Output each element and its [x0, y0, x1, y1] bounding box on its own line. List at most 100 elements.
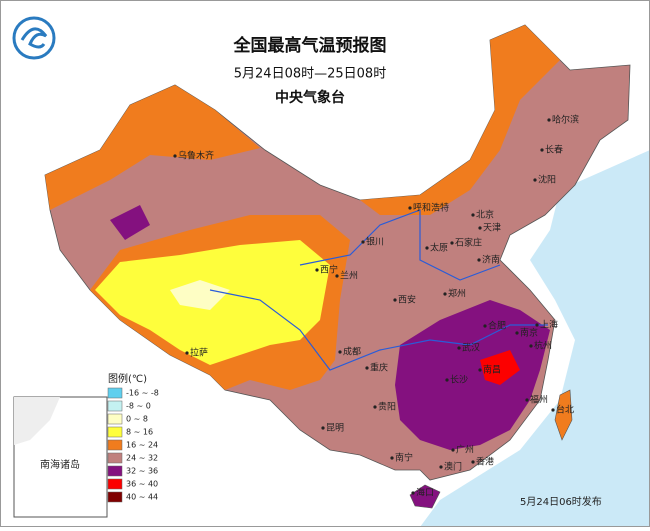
city-label: 南京: [520, 327, 538, 339]
city-dot: [390, 456, 394, 460]
city-label: 兰州: [340, 270, 358, 282]
city-label: 长春: [545, 144, 563, 156]
city-dot: [393, 298, 397, 302]
region-purple-south-east: [395, 300, 550, 450]
city-dot: [471, 213, 475, 217]
legend-label: 24 ~ 32: [126, 454, 158, 463]
city-dot: [173, 154, 177, 158]
city-label: 香港: [476, 456, 494, 468]
legend-swatch: [107, 478, 123, 490]
city-label: 太原: [430, 242, 448, 254]
yangtze-river: [209, 289, 548, 371]
city-dot: [478, 226, 482, 230]
city-label: 重庆: [370, 362, 388, 374]
legend-label: 32 ~ 36: [126, 467, 158, 476]
city-label: 天津: [483, 223, 501, 234]
inset-label: 南海诸岛: [40, 458, 80, 471]
city-dot: [185, 351, 189, 355]
city-label: 拉萨: [190, 347, 208, 359]
legend-swatch: [107, 413, 123, 425]
city-dot: [373, 405, 377, 409]
city-dot: [321, 426, 325, 430]
city-dot: [533, 178, 537, 182]
city-dot: [471, 460, 475, 464]
city-label: 昆明: [326, 423, 344, 434]
city-dot: [483, 324, 487, 328]
city-label: 郑州: [448, 288, 466, 300]
city-label: 海口: [416, 487, 434, 499]
region-orange-north-west: [45, 85, 260, 210]
legend: -16 ~ -8 -8 ~ 0 0 ~ 8 8 ~ 16 16 ~ 24 24 ~ 32 3…: [107, 387, 159, 503]
city-dot: [365, 366, 369, 370]
city-dot: [315, 268, 319, 272]
city-label: 北京: [476, 209, 494, 221]
city-label: 沈阳: [538, 174, 556, 186]
sea: [420, 150, 650, 527]
city-label: 呼和浩特: [413, 202, 449, 214]
subtitle: 5月24日08时—25日08时: [234, 67, 386, 82]
city-label: 银川: [366, 236, 384, 248]
legend-label: 36 ~ 40: [126, 480, 158, 489]
region-red-jiangxi: [480, 350, 520, 385]
region-pale-yellow: [170, 280, 230, 310]
legend-swatch: [107, 400, 123, 412]
city-label: 台北: [556, 404, 574, 416]
agency: 中央气象台: [275, 89, 345, 106]
legend-label: 16 ~ 24: [126, 441, 158, 450]
city-dot: [540, 148, 544, 152]
city-label: 合肥: [488, 320, 506, 332]
city-dot: [551, 408, 555, 412]
city-dot: [450, 241, 454, 245]
hainan: [409, 484, 441, 509]
city-dot: [425, 246, 429, 250]
taiwan: [554, 389, 573, 441]
legend-swatch: [107, 465, 123, 477]
city-dot: [361, 240, 365, 244]
city-label: 贵阳: [378, 401, 396, 413]
legend-title: 图例(℃): [108, 372, 147, 385]
city-label: 福州: [530, 394, 548, 406]
legend-label: -16 ~ -8: [126, 389, 159, 398]
city-label: 成都: [343, 346, 361, 358]
city-dot: [451, 448, 455, 452]
legend-swatch: [107, 452, 123, 464]
city-dot: [445, 378, 449, 382]
city-dot: [535, 323, 539, 327]
logo-swirl: [20, 27, 48, 49]
publish-note: 5月24日06时发布: [520, 495, 602, 508]
city-label: 澳门: [444, 461, 462, 473]
title: 全国最高气温预报图: [233, 35, 387, 56]
legend-label: -8 ~ 0: [126, 402, 151, 411]
city-label: 南昌: [483, 364, 501, 376]
city-dot: [525, 398, 529, 402]
legend-label: 0 ~ 8: [126, 415, 148, 424]
city-dot: [478, 368, 482, 372]
city-label: 南宁: [395, 452, 413, 464]
city-label: 长沙: [450, 374, 468, 386]
region-orange-north: [360, 25, 560, 215]
city-dot: [408, 206, 412, 210]
city-dot: [529, 344, 533, 348]
legend-swatch: [107, 387, 123, 399]
legend-swatch: [107, 491, 123, 503]
city-label: 广州: [456, 444, 474, 456]
city-dot: [443, 292, 447, 296]
city-label: 济南: [482, 254, 500, 266]
city-label: 杭州: [534, 340, 552, 352]
city-label: 石家庄: [455, 237, 482, 249]
legend-label: 8 ~ 16: [126, 428, 153, 437]
city-dot: [477, 258, 481, 262]
city-label: 哈尔滨: [552, 114, 579, 126]
city-dot: [439, 465, 443, 469]
city-dot: [547, 118, 551, 122]
legend-swatch: [107, 439, 123, 451]
city-dot: [515, 331, 519, 335]
city-dot: [335, 274, 339, 278]
city-dot: [457, 346, 461, 350]
yellow-river: [299, 209, 501, 281]
legend-swatch: [107, 426, 123, 438]
region-purple-tarim: [110, 205, 150, 240]
city-label: 西宁: [320, 264, 338, 276]
